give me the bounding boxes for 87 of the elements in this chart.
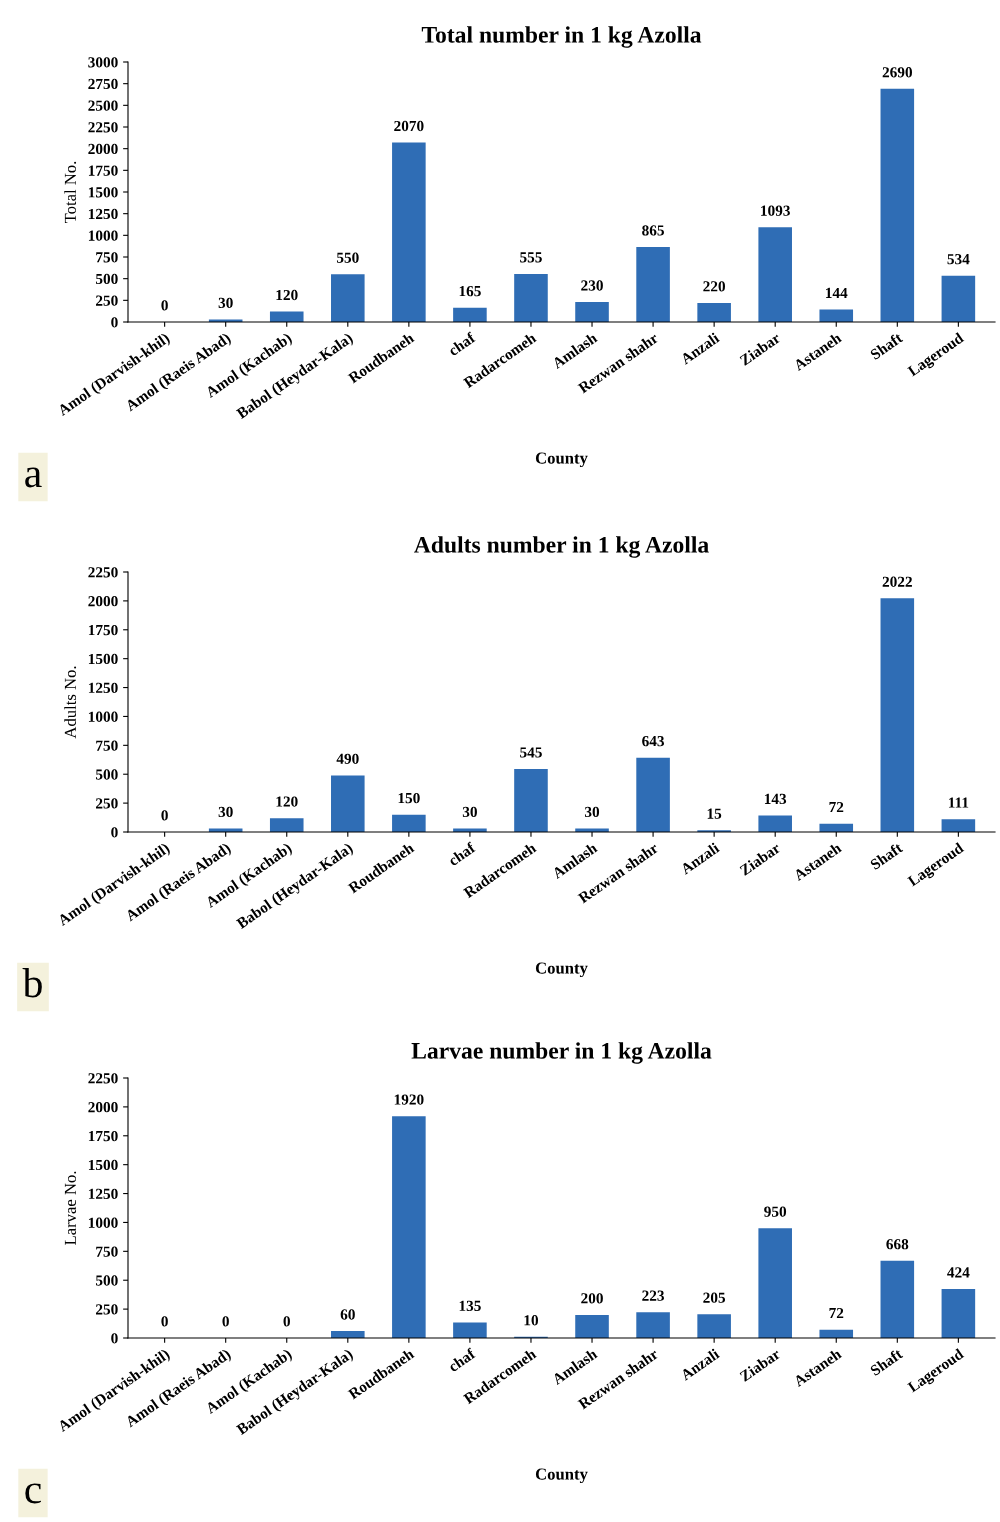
y-tick-label: 0 xyxy=(111,1333,118,1344)
data-label: 10 xyxy=(524,1315,539,1326)
data-label: 220 xyxy=(703,281,726,292)
y-tick-label: 1250 xyxy=(88,1188,118,1200)
data-label: 490 xyxy=(336,753,359,764)
y-tick-label: 500 xyxy=(95,1275,118,1286)
data-label: 120 xyxy=(276,289,298,301)
data-label: 150 xyxy=(398,792,420,804)
text: c xyxy=(25,1483,41,1504)
y-tick-label: 1750 xyxy=(88,624,118,636)
y-tick-label: 1500 xyxy=(88,187,118,198)
data-label: 30 xyxy=(218,806,233,818)
data-label: 0 xyxy=(283,1316,290,1327)
data-label: 545 xyxy=(520,747,542,758)
y-tick-label: 2250 xyxy=(88,1073,118,1084)
data-label: 0 xyxy=(161,810,168,821)
data-label: 1093 xyxy=(761,205,790,216)
data-label: 30 xyxy=(218,297,233,308)
data-label: 2070 xyxy=(394,120,424,132)
x-axis-title: County xyxy=(535,452,588,468)
data-label: 2022 xyxy=(882,576,912,587)
y-tick-label: 2750 xyxy=(88,78,118,90)
data-label: 0 xyxy=(161,300,168,311)
data-label: 200 xyxy=(581,1293,603,1304)
data-label: 0 xyxy=(222,1316,229,1327)
y-tick-label: 250 xyxy=(96,295,118,306)
chart-title: Total number in 1 kg Azolla xyxy=(421,26,702,48)
y-tick-label: 750 xyxy=(96,252,118,263)
data-label: 1920 xyxy=(394,1094,424,1105)
y-tick-label: 500 xyxy=(95,769,118,780)
y-axis-title: Larvae No. xyxy=(64,1171,77,1245)
y-tick-label: 0 xyxy=(111,827,118,838)
text: a xyxy=(25,467,42,488)
data-label: 135 xyxy=(459,1300,481,1311)
data-label: 643 xyxy=(642,735,665,747)
y-tick-label: 2000 xyxy=(88,143,118,155)
y-tick-label: 0 xyxy=(111,317,118,328)
text: b xyxy=(22,968,42,998)
data-label: 0 xyxy=(161,1316,168,1327)
y-axis-title: Total No. xyxy=(64,161,77,224)
data-label: 205 xyxy=(703,1292,726,1303)
y-tick-label: 2500 xyxy=(88,100,118,111)
y-tick-label: 1750 xyxy=(88,165,118,176)
x-axis-title: County xyxy=(535,962,588,978)
x-axis-title: County xyxy=(535,1468,588,1484)
data-label: 60 xyxy=(340,1309,355,1320)
data-label: 223 xyxy=(642,1290,665,1301)
y-axis-title: Adults No. xyxy=(64,666,77,739)
data-label: 555 xyxy=(520,252,542,263)
data-label: 30 xyxy=(462,806,477,818)
y-tick-label: 1000 xyxy=(88,711,118,722)
data-label: 30 xyxy=(584,806,600,818)
y-tick-label: 1250 xyxy=(88,208,118,220)
y-tick-label: 2000 xyxy=(88,1102,118,1113)
y-tick-label: 1250 xyxy=(88,682,118,694)
data-label: 534 xyxy=(947,254,970,265)
data-label: 111 xyxy=(948,797,969,808)
data-label: 165 xyxy=(459,286,481,297)
y-tick-label: 750 xyxy=(96,1246,118,1257)
y-tick-label: 1000 xyxy=(88,1217,118,1228)
data-label: 950 xyxy=(764,1206,787,1217)
y-tick-label: 1500 xyxy=(88,1159,118,1171)
data-label: 424 xyxy=(947,1267,970,1278)
y-tick-label: 1000 xyxy=(88,230,118,241)
data-label: 120 xyxy=(276,796,298,807)
y-tick-label: 500 xyxy=(95,273,118,285)
y-tick-label: 3000 xyxy=(88,57,118,68)
data-label: 865 xyxy=(642,225,664,236)
data-label: 668 xyxy=(886,1239,909,1250)
data-label: 230 xyxy=(581,280,603,291)
data-label: 72 xyxy=(829,801,844,813)
data-label: 72 xyxy=(829,1307,844,1319)
data-label: 550 xyxy=(336,252,359,263)
y-tick-label: 750 xyxy=(96,740,118,751)
y-tick-label: 2250 xyxy=(88,567,118,578)
chart-title: Larvae number in 1 kg Azolla xyxy=(411,1042,712,1064)
data-label: 2690 xyxy=(882,67,913,78)
data-label: 144 xyxy=(826,287,848,298)
y-tick-label: 250 xyxy=(96,798,118,809)
data-label: 143 xyxy=(764,793,787,805)
y-tick-label: 1750 xyxy=(88,1130,118,1142)
y-tick-label: 2250 xyxy=(88,122,118,133)
data-label: 15 xyxy=(707,808,722,819)
y-tick-label: 250 xyxy=(96,1304,118,1315)
y-tick-label: 1500 xyxy=(88,653,118,665)
chart-title: Adults number in 1 kg Azolla xyxy=(414,536,709,558)
y-tick-label: 2000 xyxy=(88,596,118,607)
